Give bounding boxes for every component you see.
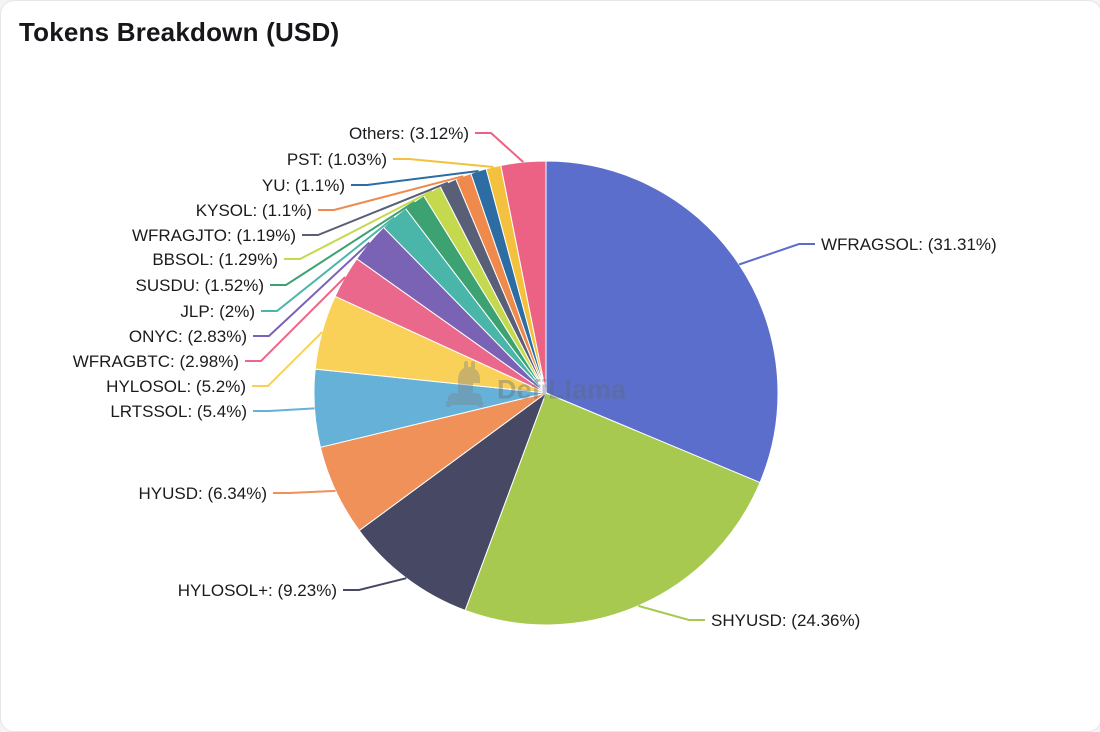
leader-line xyxy=(284,190,433,260)
slice-label: SHYUSD: (24.36%) xyxy=(711,611,860,630)
leader-line xyxy=(261,216,395,312)
chart-title: Tokens Breakdown (USD) xyxy=(19,17,340,47)
slice-label: JLP: (2%) xyxy=(180,302,255,321)
slice-label: HYLOSOL+: (9.23%) xyxy=(178,581,337,600)
slice-label: WFRAGJTO: (1.19%) xyxy=(132,226,296,245)
slice-label: KYSOL: (1.1%) xyxy=(196,201,312,220)
leader-line xyxy=(393,158,494,168)
slice-label: HYUSD: (6.34%) xyxy=(139,484,267,503)
leader-line xyxy=(475,132,524,163)
leader-line xyxy=(343,577,407,591)
slice-label: YU: (1.1%) xyxy=(262,176,345,195)
leader-line xyxy=(738,243,815,266)
slice-label: HYLOSOL: (5.2%) xyxy=(106,377,246,396)
leader-line xyxy=(273,489,336,494)
slice-label: LRTSSOL: (5.4%) xyxy=(110,402,247,421)
leader-line xyxy=(302,181,449,236)
pie-slice-shyusd[interactable] xyxy=(464,392,761,626)
slice-label: ONYC: (2.83%) xyxy=(129,327,247,346)
leader-lines xyxy=(245,132,815,621)
leader-line xyxy=(351,170,479,186)
slice-label: SUSDU: (1.52%) xyxy=(136,276,264,295)
slice-label: BBSOL: (1.29%) xyxy=(152,250,278,269)
pie-slice-hylosol-[interactable] xyxy=(358,391,548,612)
leader-line xyxy=(318,175,464,211)
slice-labels: WFRAGSOL: (31.31%) SHYUSD: (24.36%) HYLOSO… xyxy=(73,124,997,630)
slice-label: Others: (3.12%) xyxy=(349,124,469,143)
pie-slices xyxy=(313,160,779,626)
watermark-text: DefiLlama xyxy=(497,374,627,404)
watermark: DefiLlama xyxy=(446,361,627,407)
slice-label: WFRAGBTC: (2.98%) xyxy=(73,352,239,371)
slice-label: WFRAGSOL: (31.31%) xyxy=(821,235,997,254)
leader-line xyxy=(253,407,315,412)
slice-label: PST: (1.03%) xyxy=(287,150,387,169)
defillama-logo-icon xyxy=(446,361,483,407)
leader-line xyxy=(253,241,371,337)
leader-line xyxy=(638,604,705,621)
leader-line xyxy=(245,276,346,362)
leader-line xyxy=(252,331,323,387)
leader-line xyxy=(270,201,416,286)
